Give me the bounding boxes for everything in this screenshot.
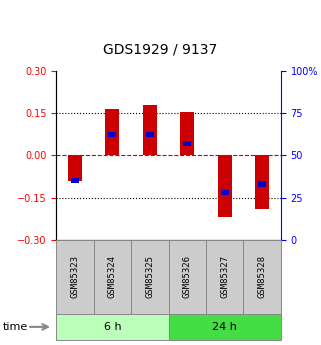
Text: 24 h: 24 h: [212, 322, 237, 332]
Text: GSM85328: GSM85328: [258, 255, 267, 298]
Bar: [146, 132, 154, 138]
Bar: [105, 109, 119, 155]
Bar: [218, 155, 232, 217]
Text: GSM85324: GSM85324: [108, 255, 117, 298]
Text: GSM85326: GSM85326: [183, 255, 192, 298]
Bar: [255, 155, 269, 209]
Bar: [143, 105, 157, 155]
Bar: [68, 155, 82, 181]
Text: GDS1929 / 9137: GDS1929 / 9137: [103, 43, 218, 57]
Text: GSM85327: GSM85327: [220, 255, 229, 298]
Bar: [221, 190, 229, 195]
Text: GSM85325: GSM85325: [145, 255, 154, 298]
Bar: [108, 132, 116, 138]
Text: 6 h: 6 h: [104, 322, 121, 332]
Bar: [180, 111, 194, 155]
Bar: [71, 178, 79, 183]
Bar: [258, 181, 266, 187]
Text: GSM85323: GSM85323: [70, 255, 79, 298]
Bar: [183, 141, 191, 146]
Text: time: time: [3, 322, 29, 332]
